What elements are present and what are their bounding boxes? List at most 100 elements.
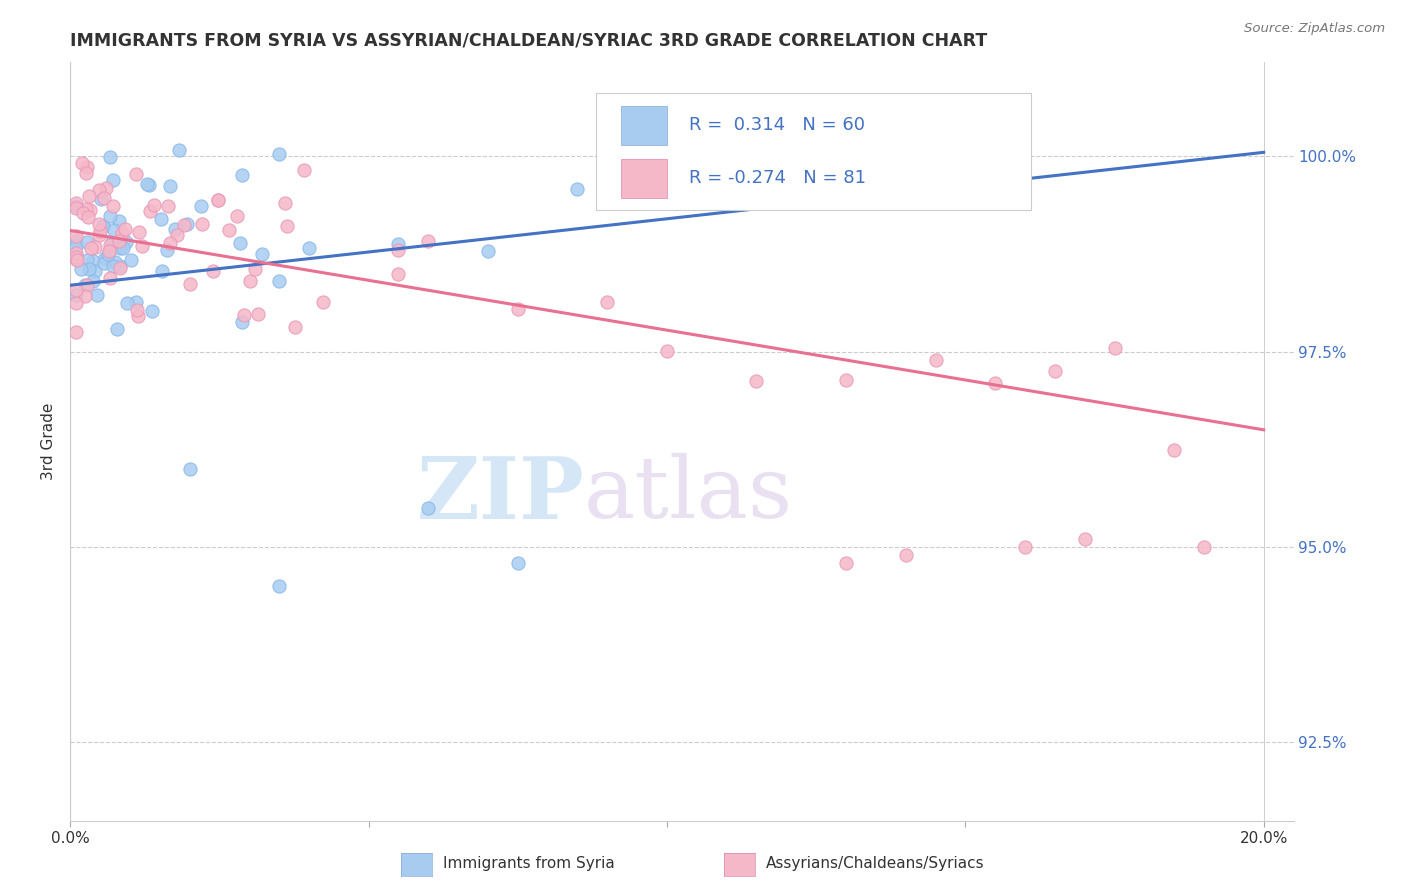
Point [150, 212, 173, 227]
Point [79, 189, 101, 203]
Point [131, 239, 153, 253]
Point [65, 245, 87, 260]
Point [136, 177, 159, 191]
Point [98, 237, 121, 252]
Point [139, 204, 162, 219]
Text: atlas: atlas [583, 453, 793, 536]
Point [108, 241, 131, 255]
Point [229, 236, 252, 251]
Point [98, 150, 121, 164]
FancyBboxPatch shape [621, 105, 668, 145]
Text: Assyrians/Chaldeans/Syriacs: Assyrians/Chaldeans/Syriacs [766, 856, 984, 871]
Point [66, 253, 89, 268]
Point [65, 199, 87, 213]
Point [125, 295, 148, 310]
Point [984, 376, 1007, 391]
Point [418, 234, 440, 248]
Point [87, 183, 110, 197]
Point [655, 344, 678, 359]
Point [218, 222, 240, 236]
Point [84, 239, 107, 253]
Point [567, 181, 589, 195]
Point [179, 462, 201, 476]
Point [387, 243, 409, 257]
Point [107, 214, 129, 228]
Point [76, 235, 98, 249]
Point [167, 143, 190, 157]
Point [143, 198, 166, 212]
Point [226, 210, 249, 224]
Point [231, 315, 253, 329]
Point [1192, 540, 1215, 554]
Point [108, 260, 131, 275]
Point [924, 352, 946, 367]
Point [100, 235, 122, 249]
Point [69, 261, 91, 276]
Point [114, 235, 136, 249]
Point [86, 287, 108, 301]
Point [1104, 341, 1126, 355]
Point [231, 169, 253, 183]
Point [82, 254, 104, 268]
Point [80, 241, 103, 255]
Point [90, 192, 112, 206]
Point [387, 267, 409, 281]
Point [75, 166, 97, 180]
Point [246, 307, 269, 321]
Point [1073, 533, 1095, 547]
Text: R =  0.314   N = 60: R = 0.314 N = 60 [689, 116, 865, 135]
Point [65, 325, 87, 339]
Point [100, 271, 122, 285]
Point [76, 253, 98, 268]
Point [477, 244, 499, 259]
Point [269, 579, 291, 593]
Point [125, 167, 148, 181]
Point [115, 295, 138, 310]
Point [233, 308, 256, 322]
Point [93, 252, 115, 266]
Point [101, 199, 124, 213]
Point [72, 205, 94, 219]
Point [276, 219, 298, 233]
Point [98, 244, 121, 258]
Point [103, 259, 125, 273]
Text: Source: ZipAtlas.com: Source: ZipAtlas.com [1244, 22, 1385, 36]
Point [65, 296, 87, 310]
Point [298, 241, 321, 255]
Point [73, 289, 96, 303]
Point [207, 193, 229, 207]
Point [96, 180, 118, 194]
Y-axis label: 3rd Grade: 3rd Grade [41, 403, 56, 480]
Point [104, 255, 127, 269]
Point [65, 283, 87, 297]
Point [91, 219, 114, 234]
Point [745, 374, 768, 388]
Point [418, 500, 440, 515]
Point [93, 191, 115, 205]
Point [75, 202, 97, 217]
Point [65, 252, 87, 266]
Point [65, 234, 87, 248]
Point [506, 556, 529, 570]
Point [173, 218, 195, 232]
Point [65, 250, 87, 264]
Point [128, 226, 150, 240]
Point [98, 210, 121, 224]
Point [201, 263, 224, 277]
Point [243, 262, 266, 277]
Point [114, 222, 136, 236]
Point [1043, 364, 1066, 378]
Text: Immigrants from Syria: Immigrants from Syria [443, 856, 614, 871]
Point [103, 222, 125, 236]
Point [70, 156, 93, 170]
Point [76, 160, 98, 174]
Point [82, 274, 104, 288]
Point [190, 199, 212, 213]
Point [284, 320, 307, 334]
Point [93, 255, 115, 269]
Text: ZIP: ZIP [416, 452, 583, 537]
Point [125, 303, 148, 318]
Point [65, 228, 87, 243]
Point [506, 301, 529, 316]
Text: R = -0.274   N = 81: R = -0.274 N = 81 [689, 169, 866, 187]
